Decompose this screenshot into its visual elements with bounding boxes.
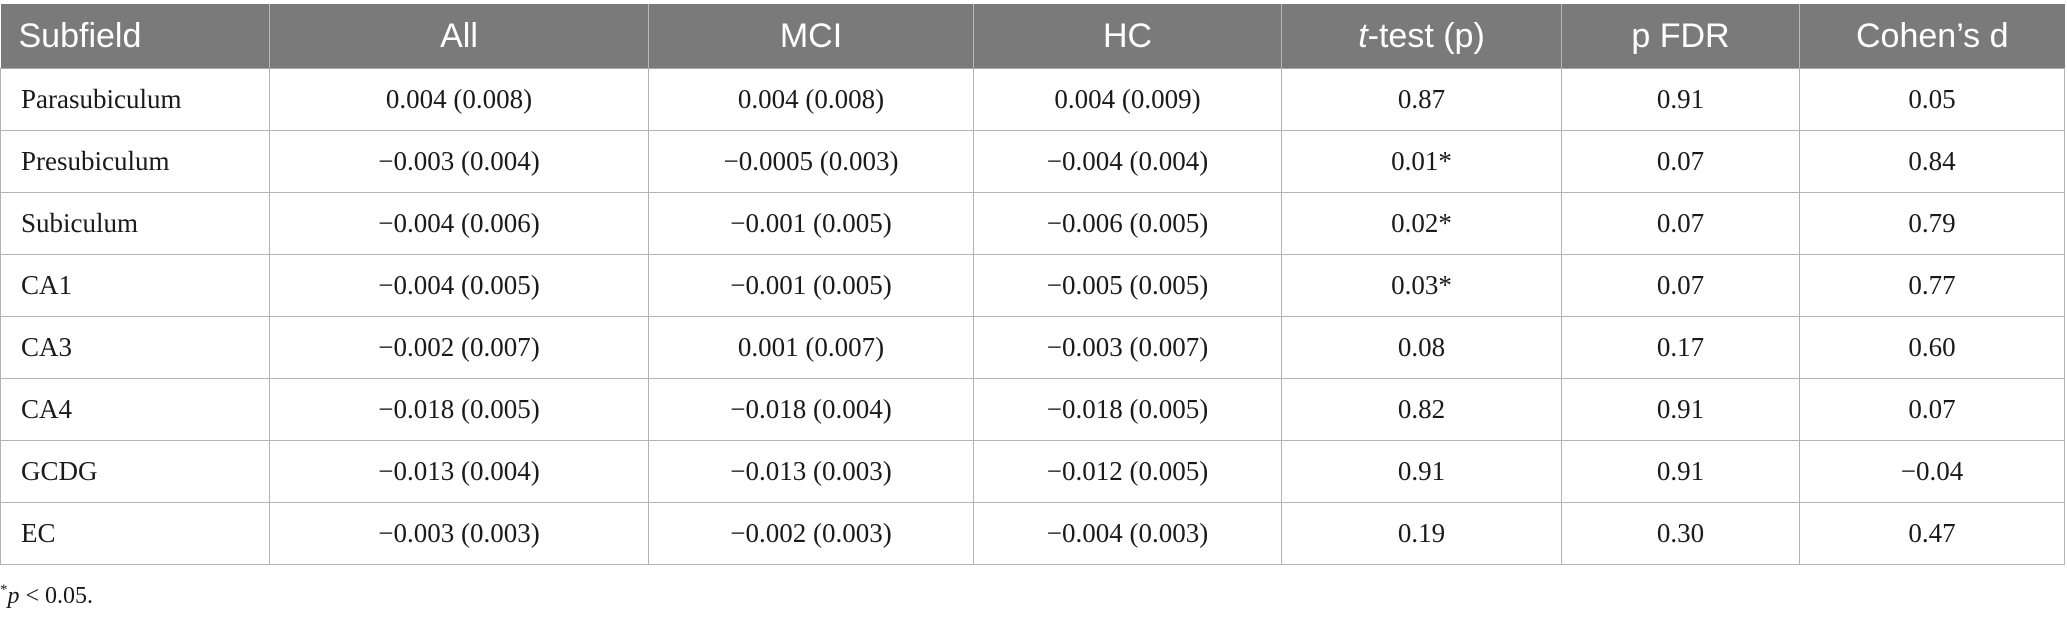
- cell-cohens-d: −0.04: [1799, 440, 2065, 503]
- cell-ttest: 0.02*: [1281, 192, 1562, 255]
- cell-hc: 0.004 (0.009): [973, 68, 1282, 131]
- cell-all: −0.002 (0.007): [269, 316, 649, 379]
- header-ttest: t-test (p): [1281, 4, 1562, 69]
- cell-pfdr: 0.07: [1561, 130, 1800, 193]
- table-body: Parasubiculum 0.004 (0.008) 0.004 (0.008) 0…: [0, 68, 2065, 565]
- header-cohens-d: Cohen’s d: [1799, 4, 2065, 69]
- cell-subfield: Parasubiculum: [0, 68, 270, 131]
- cell-subfield: Presubiculum: [0, 130, 270, 193]
- cell-mci: −0.013 (0.003): [648, 440, 974, 503]
- cell-cohens-d: 0.07: [1799, 378, 2065, 441]
- header-subfield: Subfield: [0, 4, 270, 69]
- cell-subfield: EC: [0, 502, 270, 565]
- cell-ttest: 0.03*: [1281, 254, 1562, 317]
- cell-cohens-d: 0.84: [1799, 130, 2065, 193]
- table-row: CA1 −0.004 (0.005) −0.001 (0.005) −0.005 (0…: [0, 254, 2065, 317]
- footnote-marker: *: [0, 582, 8, 598]
- cell-hc: −0.004 (0.004): [973, 130, 1282, 193]
- cell-mci: −0.018 (0.004): [648, 378, 974, 441]
- cell-mci: −0.0005 (0.003): [648, 130, 974, 193]
- cell-hc: −0.006 (0.005): [973, 192, 1282, 255]
- cell-ttest: 0.08: [1281, 316, 1562, 379]
- cell-cohens-d: 0.60: [1799, 316, 2065, 379]
- cell-hc: −0.005 (0.005): [973, 254, 1282, 317]
- cell-pfdr: 0.07: [1561, 254, 1800, 317]
- footnote-p: p: [7, 583, 20, 609]
- cell-cohens-d: 0.05: [1799, 68, 2065, 131]
- cell-mci: 0.004 (0.008): [648, 68, 974, 131]
- cell-pfdr: 0.91: [1561, 378, 1800, 441]
- cell-all: −0.004 (0.006): [269, 192, 649, 255]
- cell-mci: −0.002 (0.003): [648, 502, 974, 565]
- cell-pfdr: 0.91: [1561, 440, 1800, 503]
- footnote-rest: < 0.05.: [19, 583, 94, 609]
- header-all: All: [269, 4, 649, 69]
- cell-subfield: CA1: [0, 254, 270, 317]
- header-hc: HC: [973, 4, 1282, 69]
- cell-all: −0.013 (0.004): [269, 440, 649, 503]
- cell-all: −0.018 (0.005): [269, 378, 649, 441]
- header-row: Subfield All MCI HC t-test (p) p FDR Coh…: [0, 4, 2065, 69]
- header-mci: MCI: [648, 4, 974, 69]
- cell-pfdr: 0.30: [1561, 502, 1800, 565]
- table-row: Parasubiculum 0.004 (0.008) 0.004 (0.008) 0…: [0, 68, 2065, 131]
- cell-ttest: 0.87: [1281, 68, 1562, 131]
- cell-all: −0.004 (0.005): [269, 254, 649, 317]
- table-row: Presubiculum −0.003 (0.004) −0.0005 (0.003…: [0, 130, 2065, 193]
- cell-subfield: CA4: [0, 378, 270, 441]
- header-ttest-rest: -test (p): [1367, 16, 1485, 55]
- results-table-container: Subfield All MCI HC t-test (p) p FDR Coh…: [0, 4, 2065, 565]
- header-pfdr: p FDR: [1561, 4, 1800, 69]
- cell-mci: 0.001 (0.007): [648, 316, 974, 379]
- table-row: Subiculum −0.004 (0.006) −0.001 (0.005) −0.…: [0, 192, 2065, 255]
- cell-ttest: 0.01*: [1281, 130, 1562, 193]
- table-footnote: *p < 0.05.: [0, 582, 93, 610]
- cell-pfdr: 0.07: [1561, 192, 1800, 255]
- cell-mci: −0.001 (0.005): [648, 192, 974, 255]
- cell-hc: −0.018 (0.005): [973, 378, 1282, 441]
- cell-subfield: CA3: [0, 316, 270, 379]
- cell-cohens-d: 0.47: [1799, 502, 2065, 565]
- cell-hc: −0.003 (0.007): [973, 316, 1282, 379]
- results-table: Subfield All MCI HC t-test (p) p FDR Coh…: [0, 4, 2065, 565]
- cell-pfdr: 0.91: [1561, 68, 1800, 131]
- cell-ttest: 0.82: [1281, 378, 1562, 441]
- cell-all: −0.003 (0.003): [269, 502, 649, 565]
- table-row: EC −0.003 (0.003) −0.002 (0.003) −0.004 (0.…: [0, 502, 2065, 565]
- cell-pfdr: 0.17: [1561, 316, 1800, 379]
- cell-subfield: Subiculum: [0, 192, 270, 255]
- cell-cohens-d: 0.79: [1799, 192, 2065, 255]
- cell-all: 0.004 (0.008): [269, 68, 649, 131]
- cell-mci: −0.001 (0.005): [648, 254, 974, 317]
- table-row: GCDG −0.013 (0.004) −0.013 (0.003) −0.012 (…: [0, 440, 2065, 503]
- cell-cohens-d: 0.77: [1799, 254, 2065, 317]
- cell-ttest: 0.19: [1281, 502, 1562, 565]
- cell-subfield: GCDG: [0, 440, 270, 503]
- cell-ttest: 0.91: [1281, 440, 1562, 503]
- cell-hc: −0.012 (0.005): [973, 440, 1282, 503]
- table-row: CA4 −0.018 (0.005) −0.018 (0.004) −0.018 (0…: [0, 378, 2065, 441]
- cell-hc: −0.004 (0.003): [973, 502, 1282, 565]
- table-row: CA3 −0.002 (0.007) 0.001 (0.007) −0.003 (0.…: [0, 316, 2065, 379]
- cell-all: −0.003 (0.004): [269, 130, 649, 193]
- header-ttest-t: t: [1358, 16, 1368, 55]
